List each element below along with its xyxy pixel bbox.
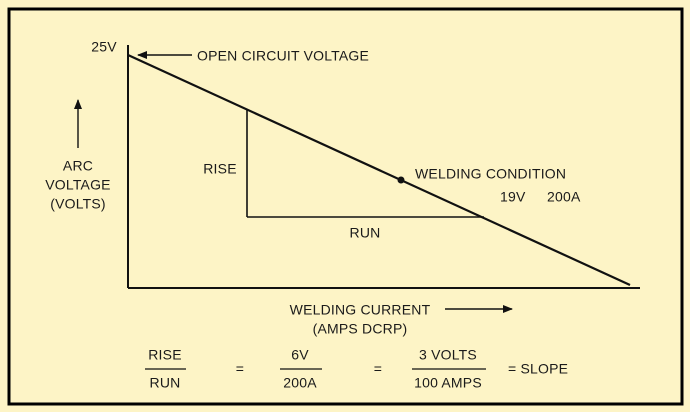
label: (AMPS DCRP) [313, 321, 408, 337]
formula-text: RUN [150, 375, 181, 391]
formula-text: RISE [148, 347, 181, 363]
label: WELDING CONDITION [415, 166, 566, 182]
formula-text: = [236, 361, 244, 377]
label: ARC [63, 158, 93, 174]
label: VOLTAGE [45, 177, 110, 193]
label: RUN [350, 225, 381, 241]
formula-text: 3 VOLTS [419, 347, 477, 363]
frame [7, 7, 684, 406]
label: WELDING CURRENT [290, 302, 431, 318]
formula-text: 6V [291, 347, 309, 363]
label: RISE [203, 161, 236, 177]
slope-line [127, 53, 631, 287]
label: (VOLTS) [50, 196, 106, 212]
formula-text: 200A [283, 375, 317, 391]
formula-text: = SLOPE [508, 361, 568, 377]
welding-point [397, 176, 405, 184]
formula-text: 100 AMPS [414, 375, 482, 391]
formula-text: = [374, 361, 382, 377]
label: 25V [91, 39, 117, 55]
label: 200A [547, 189, 581, 205]
label: 19V [500, 189, 526, 205]
label: OPEN CIRCUIT VOLTAGE [197, 48, 369, 64]
